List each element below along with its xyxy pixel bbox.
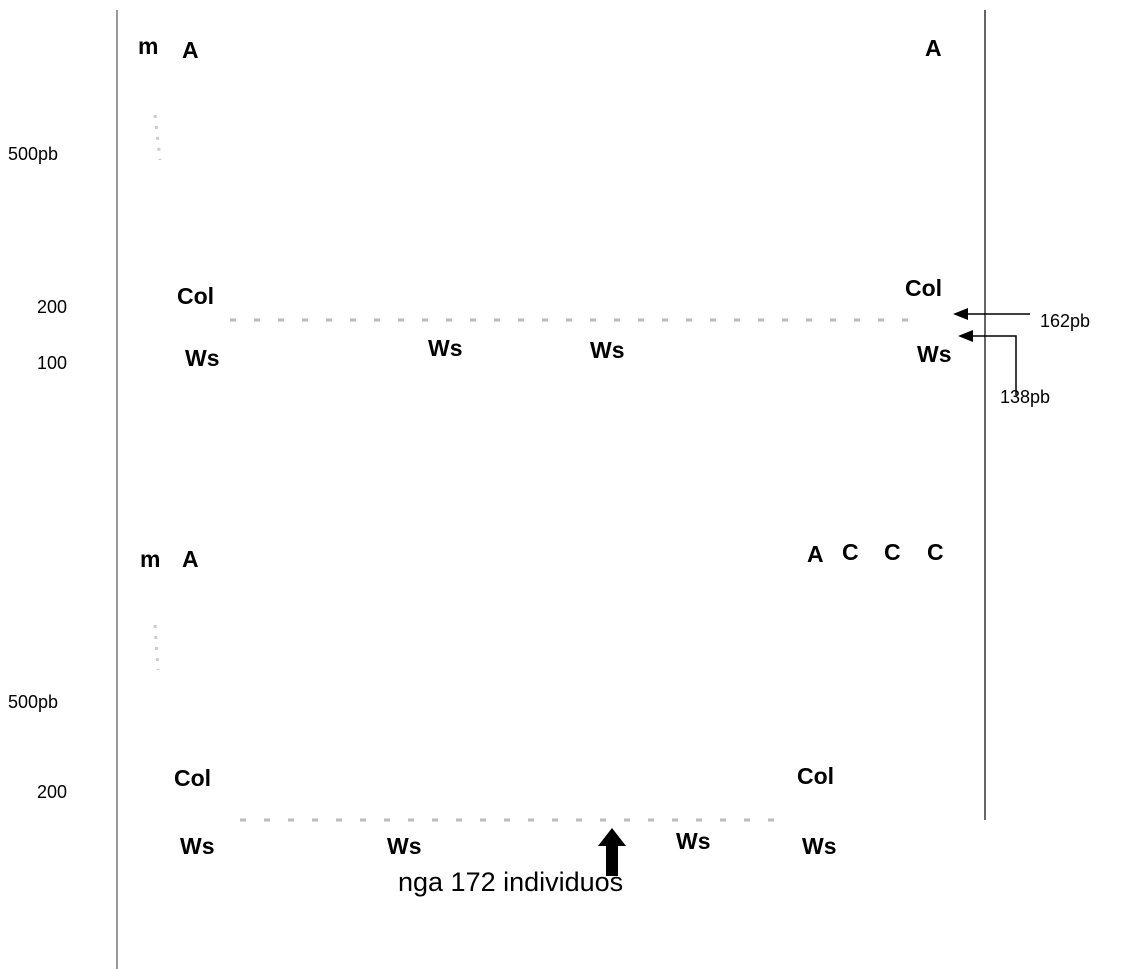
lane-label: C: [842, 539, 859, 565]
arrow-head: [958, 330, 973, 342]
allele-label: Ws: [387, 833, 422, 859]
size-marker: 100: [37, 353, 67, 373]
allele-label: Ws: [428, 335, 463, 361]
allele-label: Ws: [676, 828, 711, 854]
size-marker: 500pb: [8, 692, 58, 712]
allele-label: Ws: [180, 833, 215, 859]
lane-label: m: [140, 546, 160, 572]
gel-figure: m A A 500pb 200 100 Col Col Ws Ws Ws Ws …: [0, 0, 1122, 969]
allele-label: Col: [177, 283, 214, 309]
lane-label: A: [925, 35, 942, 61]
marker-lane: [155, 625, 158, 670]
lane-label: A: [182, 546, 199, 572]
lane-label: A: [807, 541, 824, 567]
allele-label: Ws: [917, 341, 952, 367]
arrow-label: 162pb: [1040, 311, 1090, 331]
size-marker: 200: [37, 297, 67, 317]
size-marker: 200: [37, 782, 67, 802]
allele-label: Col: [797, 763, 834, 789]
size-marker: 500pb: [8, 144, 58, 164]
arrow-label: 138pb: [1000, 387, 1050, 407]
marker-lane: [155, 115, 160, 160]
lane-label: m: [138, 33, 158, 59]
caption: nga 172 individuos: [398, 867, 623, 897]
lane-label: C: [884, 539, 901, 565]
allele-label: Col: [905, 275, 942, 301]
allele-label: Ws: [185, 345, 220, 371]
lane-label: C: [927, 539, 944, 565]
allele-label: Ws: [590, 337, 625, 363]
allele-label: Col: [174, 765, 211, 791]
allele-label: Ws: [802, 833, 837, 859]
lane-label: A: [182, 37, 199, 63]
arrow-head: [953, 308, 968, 320]
